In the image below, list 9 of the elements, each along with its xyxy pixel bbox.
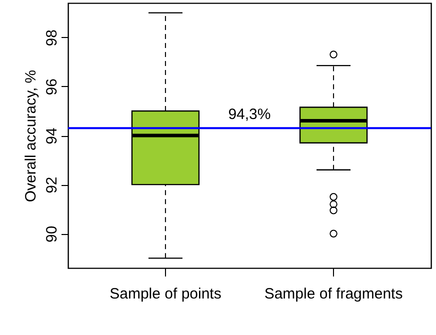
y-tick-label: 94 <box>44 128 60 144</box>
y-tick-label: 96 <box>44 78 60 96</box>
x-tick-label: Sample of fragments <box>264 286 403 302</box>
y-tick-label: 92 <box>44 176 60 194</box>
y-tick-label: 98 <box>44 30 60 46</box>
ref-line-label: 94,3% <box>228 106 271 124</box>
y-axis-title: Overall accuracy, % <box>22 70 40 202</box>
x-tick-label: Sample of points <box>110 286 222 302</box>
y-tick-label: 90 <box>44 226 60 242</box>
